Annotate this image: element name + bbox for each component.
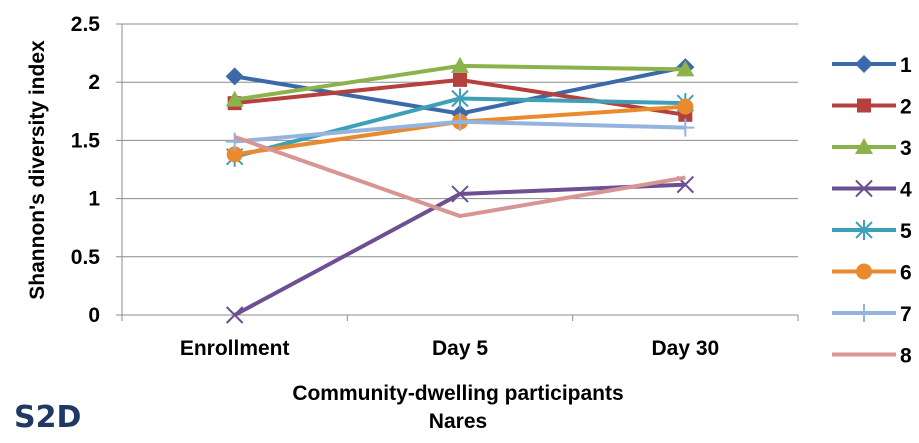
series-marker (855, 55, 873, 73)
series-marker (677, 98, 694, 115)
x-tick-label: Day 30 (651, 337, 719, 360)
legend-label: 5 (900, 220, 912, 243)
legend-item-8: 8 (832, 345, 912, 368)
series-4 (225, 175, 695, 324)
legend-item-2: 2 (832, 96, 912, 119)
y-tick-label: 0 (88, 304, 100, 327)
series-7 (225, 112, 695, 151)
legend-label: 4 (900, 179, 912, 202)
series-marker (676, 118, 695, 137)
series-marker (225, 90, 244, 107)
series-marker (451, 56, 469, 73)
series-marker (225, 306, 244, 324)
y-axis-label: Shannon's diversity index (26, 40, 49, 300)
y-tick-label: 2.5 (71, 13, 101, 36)
x-tick-label: Day 5 (432, 337, 488, 360)
series-8 (234, 135, 686, 219)
series-marker (451, 185, 469, 203)
legend-label: 1 (900, 54, 912, 77)
series-marker (855, 220, 873, 240)
legend-item-1: 1 (832, 54, 912, 77)
y-tick-label: 1 (88, 188, 100, 211)
legend: 1 2 3 4 5 6 7 8 (832, 54, 912, 368)
series-marker (676, 60, 695, 77)
series-marker (857, 98, 871, 113)
series-marker (856, 263, 872, 280)
y-tick-label: 0.5 (71, 246, 101, 269)
x-tick-labels: Enrollment Day 5 Day 30 (180, 337, 719, 360)
legend-label: 3 (900, 137, 912, 160)
series-marker (855, 138, 873, 154)
legend-label: 7 (900, 303, 912, 326)
series-marker (453, 72, 467, 87)
legend-item-6: 6 (832, 262, 912, 285)
legend-label: 8 (900, 345, 912, 368)
x-tick-label: Enrollment (180, 337, 290, 360)
series-marker (855, 304, 873, 322)
panel-label: S2D (14, 400, 82, 435)
series-marker (225, 132, 244, 151)
series-marker (451, 112, 469, 131)
series-3 (225, 56, 695, 107)
y-tick-label: 1.5 (71, 129, 101, 152)
x-axis-label-line-2: Nares (429, 410, 487, 433)
series-marker (226, 146, 243, 163)
legend-item-3: 3 (832, 137, 912, 160)
series-line (233, 182, 686, 317)
x-axis-label-line-1: Community-dwelling participants (292, 382, 623, 405)
legend-label: 2 (900, 96, 912, 119)
series-line (234, 135, 686, 219)
series-marker (225, 67, 244, 86)
legend-item-7: 7 (832, 303, 912, 326)
series-marker (855, 179, 873, 198)
legend-item-4: 4 (832, 179, 912, 202)
legend-label: 6 (900, 262, 912, 285)
legend-item-5: 5 (832, 220, 912, 243)
y-tick-label: 2 (88, 71, 100, 94)
y-tick-labels: 0 0.5 1 1.5 2 2.5 (71, 13, 101, 327)
series-marker (451, 88, 469, 109)
series-lines (225, 56, 695, 324)
